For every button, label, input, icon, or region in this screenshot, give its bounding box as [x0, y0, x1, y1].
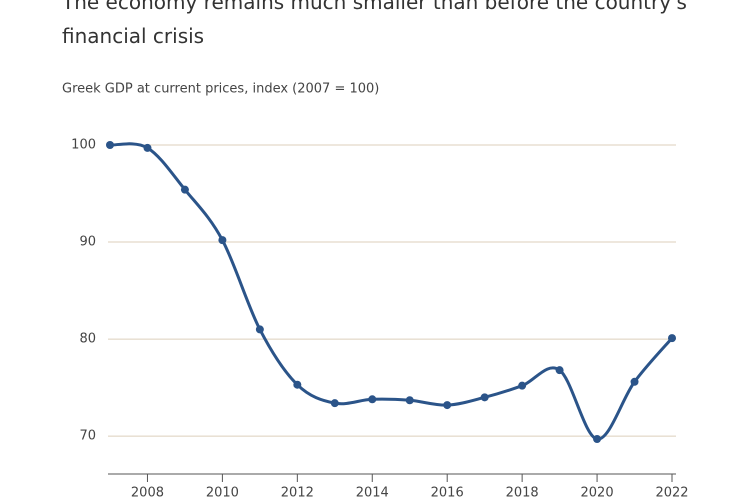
- y-tick-label: 90: [79, 235, 96, 250]
- x-tick-label: 2022: [655, 486, 688, 498]
- point: [368, 395, 377, 404]
- point: [668, 334, 676, 343]
- x-tick-label: 2016: [431, 486, 464, 498]
- x-tick-label: 2012: [281, 486, 314, 498]
- point: [555, 366, 564, 375]
- y-tick-label: 100: [71, 138, 96, 153]
- point: [330, 399, 339, 408]
- chart-title: The economy remains much smaller than be…: [62, 0, 687, 48]
- point: [480, 393, 489, 402]
- chart-subtitle: Greek GDP at current prices, index (2007…: [62, 82, 379, 97]
- x-tick-label: 2018: [506, 486, 539, 498]
- point: [630, 377, 639, 386]
- point: [593, 435, 602, 444]
- point: [255, 325, 264, 334]
- y-tick-label: 80: [79, 332, 96, 347]
- point: [218, 236, 227, 245]
- line: [109, 142, 674, 441]
- point: [143, 143, 152, 152]
- point: [443, 401, 452, 410]
- x-tick-label: 2020: [581, 486, 614, 498]
- point: [293, 380, 302, 389]
- point: [180, 185, 189, 194]
- x-tick-label: 2014: [356, 486, 389, 498]
- point: [518, 381, 527, 390]
- point: [106, 141, 114, 149]
- point: [405, 396, 414, 405]
- y-tick-label: 70: [79, 429, 96, 444]
- x-tick-label: 2008: [131, 486, 164, 498]
- x-tick-label: 2010: [206, 486, 239, 498]
